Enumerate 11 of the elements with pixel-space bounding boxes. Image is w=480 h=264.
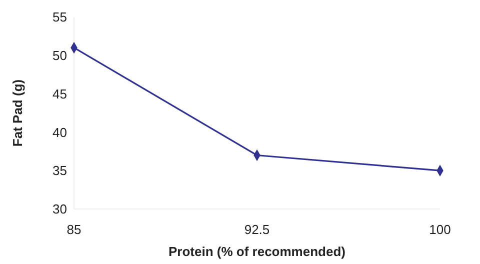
y-axis-title: Fat Pad (g) (10, 79, 25, 147)
y-tick-label: 55 (52, 10, 67, 25)
x-tick-label: 92.5 (244, 222, 270, 237)
x-tick-label: 85 (66, 222, 82, 237)
y-tick-label: 40 (52, 124, 67, 140)
y-tick-label: 35 (52, 163, 67, 178)
y-tick-label: 50 (52, 48, 67, 63)
y-tick-label: 30 (52, 202, 67, 217)
y-tick-label: 45 (52, 86, 67, 102)
x-axis-title: Protein (% of recommended) (168, 244, 346, 259)
x-tick-label: 100 (429, 222, 451, 237)
